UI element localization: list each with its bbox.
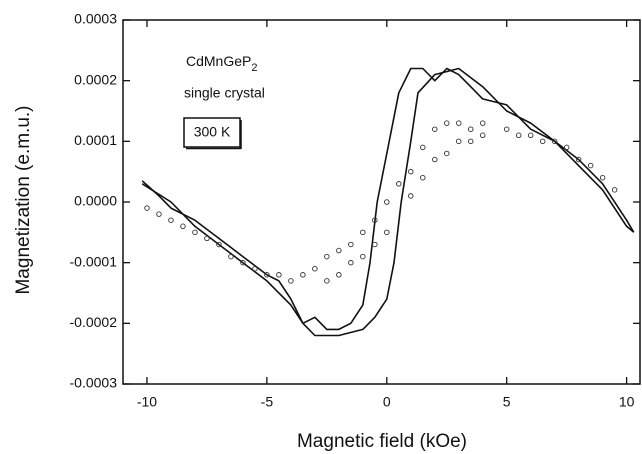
x-axis-title: Magnetic field (kOe): [297, 431, 467, 452]
magnetization-point: [228, 253, 234, 260]
magnetization-point: [575, 156, 582, 163]
y-axis-title: Magnetization (e.m.u.): [13, 105, 34, 294]
sample-name: CdMnGeP2: [186, 53, 257, 74]
magnetization-point: [467, 126, 474, 132]
magnetization-point: [384, 229, 390, 236]
magnetization-point: [467, 138, 474, 145]
x-tick-label: -10: [137, 394, 157, 410]
temperature-box: [183, 117, 241, 148]
magnetization-point: [348, 259, 354, 266]
magnetization-point: [432, 156, 438, 163]
magnetization-point: [156, 211, 162, 217]
magnetization-point: [216, 241, 222, 248]
magnetization-point: [144, 205, 150, 211]
magnetization-point: [312, 265, 318, 272]
x-tick-label: -5: [261, 394, 274, 410]
magnetization-point: [372, 241, 378, 248]
plot-frame: [122, 19, 641, 385]
magnetization-point: [455, 120, 462, 126]
magnetization-point: [324, 278, 330, 284]
magnetization-point: [527, 132, 534, 139]
y-tick-label: 0.0000: [74, 193, 117, 209]
magnetization-point: [551, 138, 558, 145]
y-tick-label: 0.0001: [74, 132, 117, 148]
sample-name-main: CdMnGeP: [186, 53, 251, 69]
magnetization-point: [372, 217, 378, 223]
magnetization-point: [240, 259, 246, 266]
magnetization-point: [204, 235, 210, 242]
magnetization-point: [300, 272, 306, 278]
x-tick-label: 5: [503, 394, 511, 410]
magnetization-point: [432, 126, 438, 132]
y-tick-label: -0.0003: [70, 375, 118, 391]
magnetization-point: [599, 174, 606, 181]
magnetization-point: [360, 253, 366, 260]
x-tick-label: 10: [619, 394, 635, 410]
magnetization-point: [503, 126, 510, 132]
magnetization-point: [444, 120, 450, 126]
magnetization-point: [444, 150, 450, 157]
magnetization-point: [420, 144, 426, 151]
magnetization-point: [396, 181, 402, 187]
magnetization-point: [276, 272, 282, 278]
temperature: 300 K: [194, 124, 231, 140]
magnetization-line: [141, 67, 635, 337]
magnetization-point: [420, 174, 426, 181]
magnetization-point: [408, 193, 414, 199]
y-tick-label: 0.0002: [74, 71, 117, 87]
magnetization-point: [539, 138, 546, 145]
magnetization-point: [288, 278, 294, 284]
magnetization-point: [479, 120, 486, 126]
magnetization-point: [180, 223, 186, 230]
magnetization-point: [336, 272, 342, 278]
magnetization-point: [408, 168, 414, 175]
magnetization-point: [611, 187, 618, 193]
magnetization-point: [515, 132, 522, 139]
magnetization-point: [336, 247, 342, 254]
magnetization-point: [563, 144, 570, 151]
sample-form: single crystal: [184, 85, 265, 101]
magnetization-point: [252, 265, 258, 272]
magnetization-point: [348, 241, 354, 248]
y-tick-label: -0.0001: [70, 253, 118, 269]
magnetization-point: [384, 199, 390, 205]
magnetization-point: [192, 229, 198, 236]
y-tick-label: 0.0003: [74, 11, 117, 27]
magnetization-line: [141, 67, 635, 331]
sample-subscript: 2: [251, 62, 257, 74]
magnetization-point: [360, 229, 366, 236]
x-tick-label: 0: [383, 394, 391, 410]
magnetization-point: [587, 162, 594, 169]
magnetization-point: [455, 138, 462, 145]
y-tick-label: -0.0002: [70, 314, 118, 330]
magnetization-point: [168, 217, 174, 223]
magnetization-point: [264, 272, 270, 278]
magnetization-point: [479, 132, 486, 139]
magnetization-point: [324, 253, 330, 260]
